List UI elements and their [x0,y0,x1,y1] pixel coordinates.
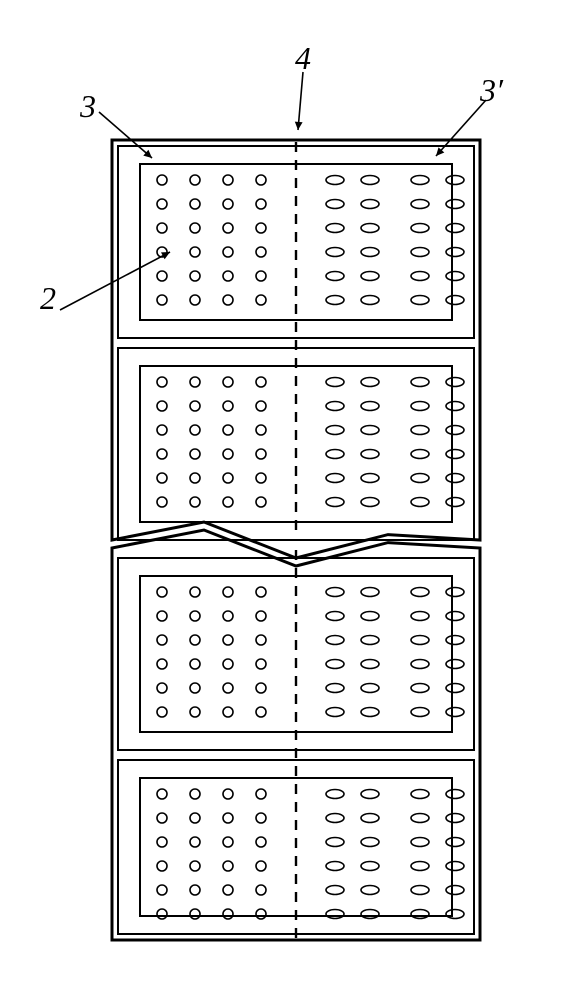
diagram-svg [0,0,572,1000]
label-3: 3 [80,88,96,125]
label-4: 4 [295,40,311,77]
label-2: 2 [40,280,56,317]
label-3-prime: 3′ [480,72,503,109]
